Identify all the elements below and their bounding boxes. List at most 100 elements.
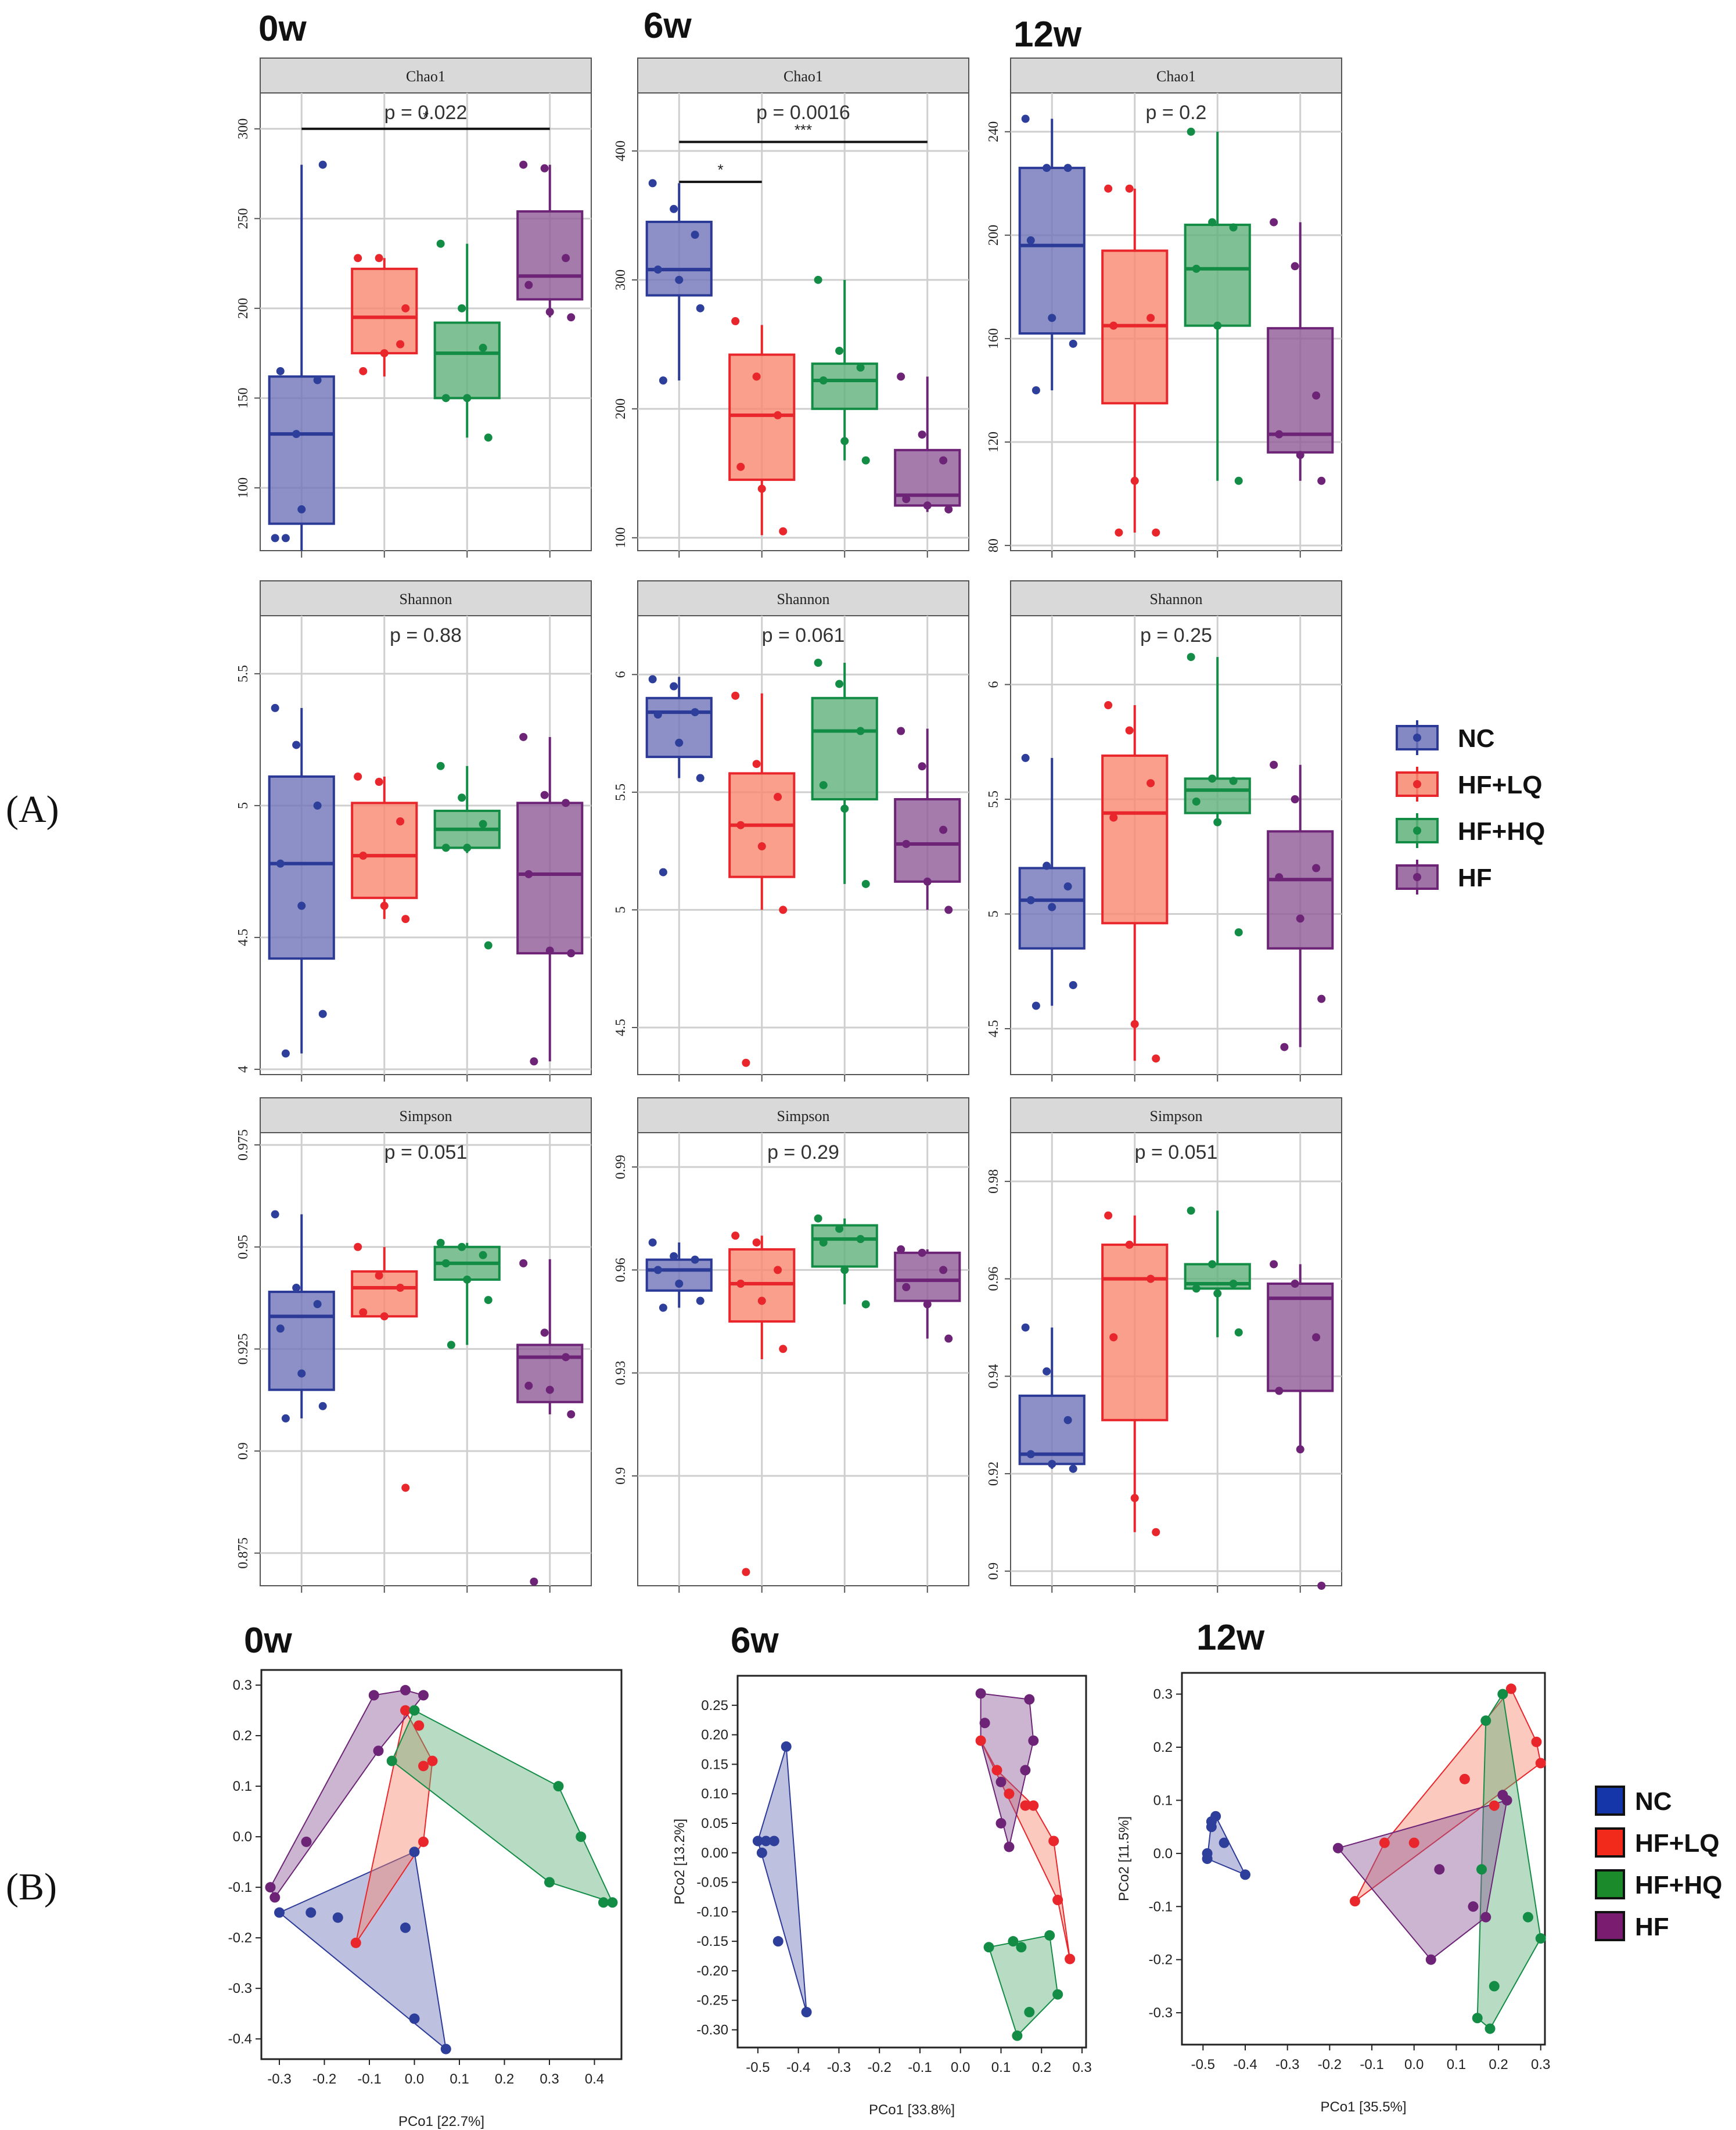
data-point xyxy=(1031,1001,1040,1010)
y-tick-label: 0.20 xyxy=(701,1727,728,1743)
y-tick-label: -0.4 xyxy=(228,2031,252,2047)
y-tick-label: 200 xyxy=(613,398,628,419)
y-tick-label: 100 xyxy=(613,527,628,548)
data-point xyxy=(463,394,472,403)
y-tick-label: 6 xyxy=(613,671,628,678)
legend-dot xyxy=(1413,734,1421,742)
hull-HF+HQ xyxy=(391,1709,614,1903)
y-tick-label: 0.875 xyxy=(236,1538,251,1569)
data-point xyxy=(659,868,667,877)
box-HF+HQ xyxy=(433,321,501,400)
legend-label: HF+LQ xyxy=(1458,771,1542,799)
x-tick-label: 0.2 xyxy=(1032,2060,1051,2075)
y-tick-label: 400 xyxy=(613,141,628,161)
hull-HF+HQ xyxy=(1476,1692,1541,2030)
box-HF xyxy=(1267,1283,1334,1392)
box-HF+LQ xyxy=(728,353,796,481)
x-tick-label: 0.2 xyxy=(495,2071,514,2087)
data-point xyxy=(696,304,705,313)
y-tick-label: 200 xyxy=(986,225,1001,246)
data-point xyxy=(271,534,279,543)
data-point xyxy=(436,1238,445,1247)
data-point xyxy=(752,1238,761,1247)
data-point xyxy=(752,372,761,381)
x-tick-label: -0.3 xyxy=(827,2060,851,2075)
data-point xyxy=(313,376,322,385)
y-tick-label: 0.25 xyxy=(701,1698,728,1714)
data-point xyxy=(1043,1367,1051,1375)
pcoa-point xyxy=(1028,1800,1039,1811)
data-point xyxy=(1213,818,1222,827)
data-point xyxy=(939,456,948,465)
data-point xyxy=(1192,264,1201,273)
data-point xyxy=(519,732,528,741)
boxplot-chao1_0w: Chao1 100 150 200 250 300 p = 0.022* xyxy=(236,58,592,558)
data-point xyxy=(1317,476,1326,485)
data-point xyxy=(840,804,849,813)
y-tick-label: -0.30 xyxy=(696,2023,728,2038)
y-tick-label: 0.15 xyxy=(701,1757,728,1772)
pcoa-point xyxy=(1349,1896,1360,1907)
pcoa-point xyxy=(1024,1694,1035,1705)
x-tick-label: -0.2 xyxy=(1318,2057,1342,2072)
pcoa-point xyxy=(1004,1788,1015,1799)
data-point xyxy=(757,484,766,493)
data-point xyxy=(835,680,844,688)
pcoa-point xyxy=(1425,1954,1436,1965)
pcoa-point xyxy=(752,1836,763,1847)
strip-label: Simpson xyxy=(1149,1108,1202,1125)
legend-dot xyxy=(1413,780,1421,788)
pcoa-point xyxy=(305,1907,317,1918)
pcoa-point xyxy=(301,1836,312,1847)
pcoa-point xyxy=(1522,1912,1533,1923)
x-tick-label: 0.4 xyxy=(585,2071,604,2087)
data-point xyxy=(1104,184,1113,193)
strip-label: Shannon xyxy=(400,591,452,608)
pcoa-point xyxy=(1052,1989,1063,2000)
y-tick-label: 0.9 xyxy=(613,1467,628,1485)
data-point xyxy=(463,1275,472,1284)
y-tick-label: 0.93 xyxy=(613,1361,628,1385)
data-point xyxy=(840,1266,849,1274)
data-point xyxy=(447,1341,455,1349)
pcoa-point xyxy=(265,1882,276,1893)
time-label-0w: 0w xyxy=(258,9,307,49)
data-point xyxy=(1234,1328,1243,1337)
strip-label: Shannon xyxy=(1150,591,1203,608)
strip-header xyxy=(1010,580,1342,616)
data-point xyxy=(540,1328,549,1337)
y-tick-label: 160 xyxy=(986,328,1001,349)
p-value: p = 0.0016 xyxy=(756,102,850,124)
x-tick-label: 0.3 xyxy=(1531,2057,1550,2072)
data-point xyxy=(814,1214,822,1223)
y-tick-label: 5 xyxy=(613,906,628,913)
pcoa-point xyxy=(801,2007,812,2018)
data-point xyxy=(479,820,487,828)
y-tick-label: 5.5 xyxy=(236,665,251,683)
data-point xyxy=(861,456,870,465)
pcoa-point xyxy=(1065,1953,1076,1964)
y-tick-label: 0.0 xyxy=(1153,1846,1173,1862)
data-point xyxy=(401,304,410,313)
y-tick-label: 0.94 xyxy=(986,1364,1001,1388)
data-point xyxy=(1125,726,1134,735)
pcoa-point xyxy=(607,1897,618,1908)
strip-label: Chao1 xyxy=(1156,68,1196,85)
data-point xyxy=(545,946,554,955)
data-point xyxy=(1275,430,1284,439)
pcoa-point xyxy=(983,1942,994,1953)
data-point xyxy=(696,774,705,782)
data-point xyxy=(484,433,493,442)
data-point xyxy=(1312,864,1321,872)
data-point xyxy=(354,772,362,781)
data-point xyxy=(271,1210,279,1219)
data-point xyxy=(897,727,905,735)
data-point xyxy=(318,1402,327,1410)
x-tick-label: -0.1 xyxy=(908,2060,932,2075)
y-tick-label: 0.3 xyxy=(233,1678,252,1693)
data-point xyxy=(1187,1206,1195,1215)
pcoa-point xyxy=(756,1847,767,1858)
data-point xyxy=(519,1259,528,1267)
data-point xyxy=(354,1242,362,1251)
y-tick-label: 0.3 xyxy=(1153,1687,1173,1702)
